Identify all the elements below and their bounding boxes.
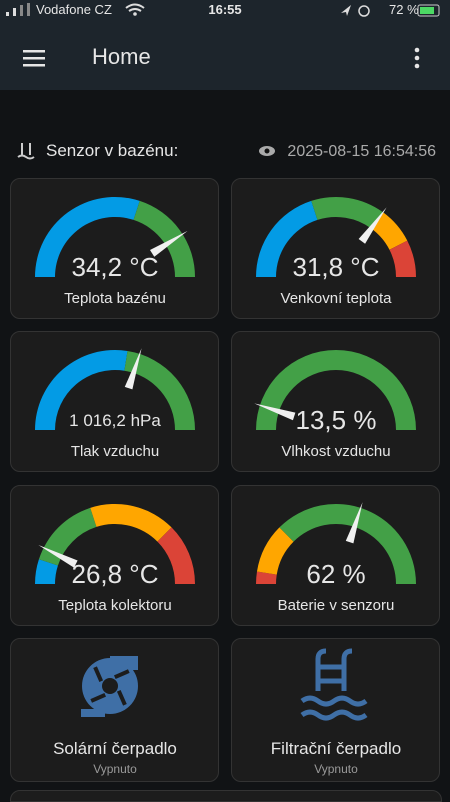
signal-icon (6, 12, 9, 16)
switch-state: Vypnuto (93, 762, 137, 776)
gauge-segment (133, 200, 195, 277)
ladder (315, 648, 353, 691)
gauge-needle (345, 502, 363, 544)
pump-blade (113, 669, 130, 680)
gauge: 34,2 °C Teplota bazénu (35, 197, 195, 307)
gauge-needle (358, 207, 387, 244)
device-icon (300, 648, 368, 721)
app-header: Vodafone CZ 16:55 72 % Home (0, 0, 450, 90)
last-updated: 2025-08-15 16:54:56 (287, 143, 436, 160)
battery-icon (417, 4, 440, 17)
pump-base (81, 709, 105, 717)
gauge-segment (124, 350, 195, 430)
gauge: 1 016,2 hPa Tlak vzduchu (35, 348, 195, 460)
signal-icon (27, 3, 30, 16)
gauge-needle (254, 403, 296, 421)
gauge-segment (157, 527, 195, 584)
gauge-value: 31,8 °C (292, 252, 379, 282)
clock: 16:55 (208, 2, 241, 17)
gauge-value: 1 016,2 hPa (69, 411, 161, 430)
device-icon (81, 656, 138, 717)
gauge-segment (35, 197, 140, 277)
location-icon (341, 5, 351, 16)
gauge-card[interactable]: 26,8 °C Teplota kolektoru (10, 485, 219, 626)
menu-button[interactable] (23, 50, 45, 67)
battery-level (420, 7, 434, 14)
gauge-value: 34,2 °C (71, 252, 158, 282)
gauge: 26,8 °C Teplota kolektoru (35, 504, 195, 614)
wifi-icon (133, 12, 137, 16)
gauge-needle (150, 230, 188, 257)
gauge-label: Baterie v senzoru (278, 597, 395, 614)
gauge: 62 % Baterie v senzoru (256, 502, 416, 614)
thermometer-icon (17, 143, 35, 160)
gauge-segment (256, 571, 277, 584)
switch-state: Vypnuto (314, 762, 358, 776)
gauge-segment (371, 212, 408, 250)
switch-card[interactable]: Filtrační čerpadlo Vypnuto (231, 638, 440, 782)
switch-label: Filtrační čerpadlo (271, 739, 401, 758)
switch-card[interactable]: Solární čerpadlo Vypnuto (10, 638, 219, 782)
pump-blade (93, 666, 104, 683)
gauge-label: Venkovní teplota (281, 290, 393, 307)
gauge-card[interactable]: 1 016,2 hPa Tlak vzduchu (10, 331, 219, 472)
battery-percent: 72 % (389, 2, 419, 17)
pump-hub (102, 678, 118, 694)
gauge-needle (124, 348, 142, 390)
gauge-segment (256, 200, 318, 277)
switch-tile: Solární čerpadlo Vypnuto (53, 656, 177, 776)
switch-tile: Filtrační čerpadlo Vypnuto (271, 648, 401, 776)
eye-icon (259, 146, 275, 156)
overflow-menu[interactable] (414, 47, 420, 69)
gauge-value: 26,8 °C (71, 559, 158, 589)
gauge-value: 62 % (306, 559, 365, 589)
pump-outlet (110, 656, 138, 670)
gauge-segment (311, 197, 384, 229)
gauge-needle (38, 544, 78, 568)
gauge-segment (90, 504, 172, 542)
gauge-segment (35, 559, 58, 584)
switch-label: Solární čerpadlo (53, 739, 177, 758)
gauge-segment (279, 504, 416, 584)
header-bar: Vodafone CZ 16:55 72 % Home (6, 2, 440, 69)
page-title: Home (92, 44, 151, 69)
gauge-segment (256, 350, 416, 430)
gauge: 13,5 % Vlhkost vzduchu (254, 350, 416, 460)
gauge-label: Teplota kolektoru (58, 597, 171, 614)
section-title: Senzor v bazénu: (46, 141, 178, 160)
next-card (10, 790, 442, 802)
water (300, 695, 368, 721)
gauge-label: Vlhkost vzduchu (281, 443, 390, 460)
gauge-value: 13,5 % (296, 405, 377, 435)
pump-blade (90, 692, 107, 703)
wifi-icon (125, 3, 145, 12)
signal-icon (20, 5, 23, 16)
carrier: Vodafone CZ (36, 2, 112, 17)
signal-icon (13, 8, 16, 16)
gauge-label: Teplota bazénu (64, 290, 166, 307)
gauge: 31,8 °C Venkovní teplota (256, 197, 416, 307)
gauge-label: Tlak vzduchu (71, 443, 159, 460)
gauge-card[interactable]: 34,2 °C Teplota bazénu (10, 178, 219, 319)
pump-blade (116, 689, 127, 706)
gauge-segment (256, 527, 294, 575)
gauge-card[interactable]: 31,8 °C Venkovní teplota (231, 178, 440, 319)
section-header: Senzor v bazénu: 2025-08-15 16:54:56 (17, 141, 436, 160)
gauge-segment (389, 240, 416, 277)
alarm-icon (358, 5, 370, 17)
gauge-card[interactable]: 13,5 % Vlhkost vzduchu (231, 331, 440, 472)
gauge-segment (35, 350, 128, 430)
gauge-card[interactable]: 62 % Baterie v senzoru (231, 485, 440, 626)
